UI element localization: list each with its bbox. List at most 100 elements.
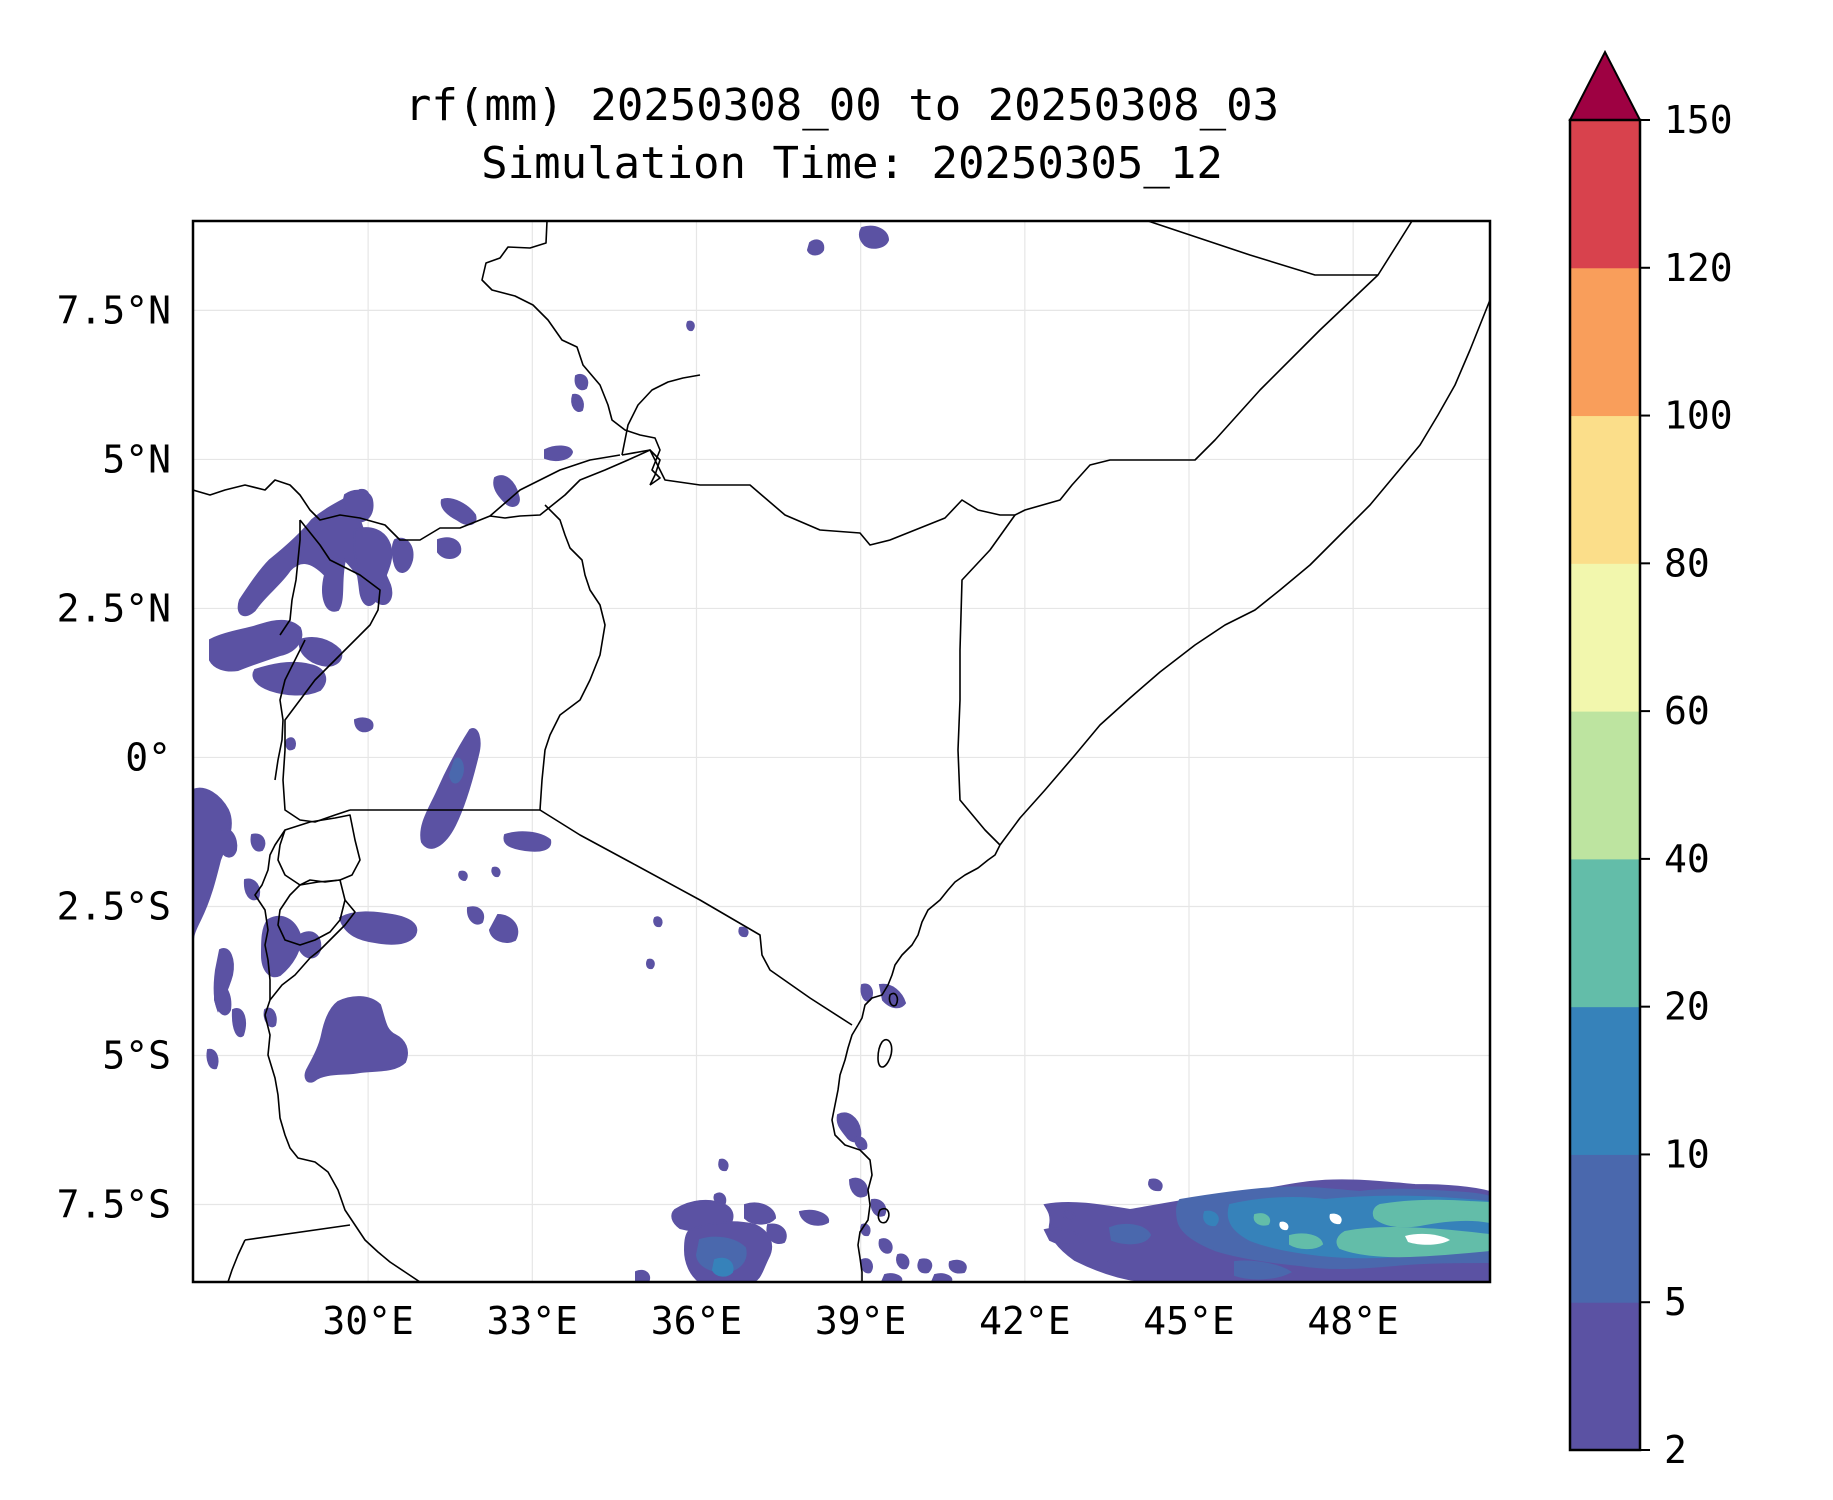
colorbar-segment bbox=[1570, 711, 1640, 860]
y-tick-label: 0° bbox=[125, 735, 171, 779]
border-eth-somalia bbox=[1014, 221, 1413, 516]
rain-cell-tz-coast-7 bbox=[896, 1253, 910, 1270]
y-tick-label: 2.5°N bbox=[57, 586, 171, 630]
colorbar-tick-label: 80 bbox=[1664, 541, 1710, 585]
colorbar-segment bbox=[1570, 1006, 1640, 1155]
border-lake-albert bbox=[274, 639, 306, 781]
figure-title: rf(mm) 20250308_00 to 20250308_03 bbox=[405, 80, 1279, 131]
border-southsudan-ethiopia bbox=[489, 449, 661, 519]
rain-cell-dodoma-8 bbox=[635, 1269, 651, 1282]
rain-5-10-lv bbox=[448, 757, 464, 784]
border-zambia bbox=[244, 1224, 351, 1241]
border-sudan-southsudan bbox=[481, 221, 661, 486]
rain-cell-ss-border bbox=[353, 527, 393, 606]
colorbar-segment bbox=[1570, 267, 1640, 417]
border-kenya-eth-north bbox=[621, 374, 701, 456]
y-tick-label: 7.5°N bbox=[57, 288, 171, 332]
rain-cell-eth-3 bbox=[686, 320, 695, 332]
border-uganda-drc bbox=[282, 519, 381, 823]
colorbar-tick-label: 100 bbox=[1664, 394, 1733, 438]
border-eth-kenya bbox=[621, 449, 1015, 546]
rain-cell-ug-nw bbox=[437, 537, 462, 559]
x-tick-label: 48°E bbox=[1307, 1299, 1399, 1343]
rain-cell-tz-coast-9 bbox=[917, 1258, 933, 1274]
rain-cell-tabora bbox=[304, 996, 408, 1083]
rain-cell-sea-5 bbox=[1148, 1178, 1163, 1192]
y-tick-label: 5°N bbox=[102, 437, 171, 481]
colorbar-tick-label: 2 bbox=[1664, 1428, 1687, 1472]
rain-cell-dodoma-7 bbox=[718, 1158, 729, 1172]
coast-pemba bbox=[888, 992, 899, 1007]
rain-cell-tz-small-2 bbox=[738, 926, 749, 938]
map-background bbox=[193, 221, 1490, 1282]
rain-cell-ss-3 bbox=[571, 393, 584, 412]
x-tick-label: 39°E bbox=[815, 1299, 907, 1343]
coast-somalia bbox=[999, 299, 1490, 846]
rain-cell-lv-2 bbox=[353, 717, 374, 733]
rain-cell-ss-2 bbox=[574, 374, 589, 391]
rain-cell-drc-se bbox=[206, 1048, 219, 1070]
rain-cell-tanganyika-1 bbox=[214, 983, 232, 1016]
colorbar-tick-label: 150 bbox=[1664, 98, 1733, 142]
rain-gap-sea-2 bbox=[1329, 1213, 1342, 1225]
coast-zanzibar bbox=[877, 1038, 893, 1068]
rain-cell-dodoma-5 bbox=[798, 1209, 830, 1226]
colorbar-tick-label: 10 bbox=[1664, 1132, 1710, 1176]
y-tick-labels: 7.5°N 5°N 2.5°N 0° 2.5°S 5°S 7.5°S bbox=[57, 288, 171, 1226]
rain-cell-ug-2 bbox=[342, 489, 374, 523]
rain-cell-dodoma-4 bbox=[766, 1223, 787, 1244]
rain-cell-coast-ke bbox=[878, 983, 907, 1009]
border-drc-ug-lake bbox=[279, 520, 301, 636]
rain-cell-ss-1 bbox=[544, 445, 574, 461]
rain-cell-drc-east-1 bbox=[193, 787, 232, 941]
rain-cell-tz-coast-5 bbox=[860, 1223, 871, 1237]
colorbar-frame bbox=[1568, 118, 1642, 1452]
rain-cell-dodoma-3 bbox=[744, 1202, 777, 1225]
rain-cell-drc-east-2 bbox=[219, 827, 238, 858]
rain-cell-burundi bbox=[299, 931, 322, 959]
rain-cell-tz-lake bbox=[503, 831, 552, 852]
border-kenya-tanzania bbox=[539, 809, 853, 1026]
colorbar-segment bbox=[1570, 415, 1640, 564]
rain-cell-drc-north bbox=[209, 619, 303, 672]
rain-cell-ss-east bbox=[391, 537, 414, 573]
rain-cell-zanzibar bbox=[860, 983, 873, 1002]
gridlines bbox=[193, 221, 1490, 1282]
x-tick-labels: 30°E 33°E 36°E 39°E 42°E 45°E 48°E bbox=[322, 1299, 1399, 1343]
rain-5-10-dodoma bbox=[695, 1236, 747, 1274]
coast-mafia bbox=[877, 1207, 890, 1224]
rain-cell-eth-1 bbox=[806, 239, 825, 256]
colorbar-segment bbox=[1570, 1302, 1640, 1451]
rain-cell-tz-nw bbox=[338, 911, 418, 945]
rain-cell-ug-ne bbox=[493, 475, 520, 507]
rain-10-20-sea-2 bbox=[1203, 1210, 1219, 1227]
rain-cell-tz-coast-3 bbox=[848, 1177, 868, 1198]
rain-cell-tz-small-1 bbox=[653, 916, 663, 928]
colorbar-tick-label: 40 bbox=[1664, 837, 1710, 881]
rain-cell-tz-c1 bbox=[491, 866, 501, 878]
figure-subtitle: Simulation Time: 20250305_12 bbox=[481, 138, 1223, 189]
rain-5-10-sea-3 bbox=[1234, 1260, 1292, 1280]
colorbar-extend-arrow bbox=[1568, 49, 1642, 121]
y-tick-label: 5°S bbox=[102, 1033, 171, 1077]
colorbar-tick-label: 5 bbox=[1664, 1280, 1687, 1324]
border-zambia-2 bbox=[227, 1239, 246, 1282]
border-southsudan-drc-car bbox=[193, 454, 621, 541]
colorbar-tick-label: 60 bbox=[1664, 689, 1710, 733]
rain-cell-dodoma-6 bbox=[713, 1192, 727, 1207]
rain-cell-drc-north-3 bbox=[298, 637, 343, 667]
rain-5-10-sea-2 bbox=[1108, 1223, 1152, 1245]
map-frame bbox=[191, 219, 1492, 1284]
colorbar-segment bbox=[1570, 1154, 1640, 1303]
rain-20-40-sea-4 bbox=[1253, 1213, 1271, 1226]
country-borders bbox=[193, 221, 1490, 1282]
rain-10-20-dodoma bbox=[711, 1257, 734, 1277]
coast-tanzania bbox=[831, 1024, 873, 1282]
border-kenya-uganda bbox=[539, 504, 606, 811]
rain-cell-drc-east-3 bbox=[250, 833, 266, 852]
x-tick-label: 30°E bbox=[322, 1299, 414, 1343]
y-tick-label: 7.5°S bbox=[57, 1183, 171, 1227]
rain-cell-tz-coast-2 bbox=[853, 1136, 868, 1151]
border-tz-burundi bbox=[264, 899, 356, 1016]
rain-cell-lv-3 bbox=[285, 737, 297, 751]
